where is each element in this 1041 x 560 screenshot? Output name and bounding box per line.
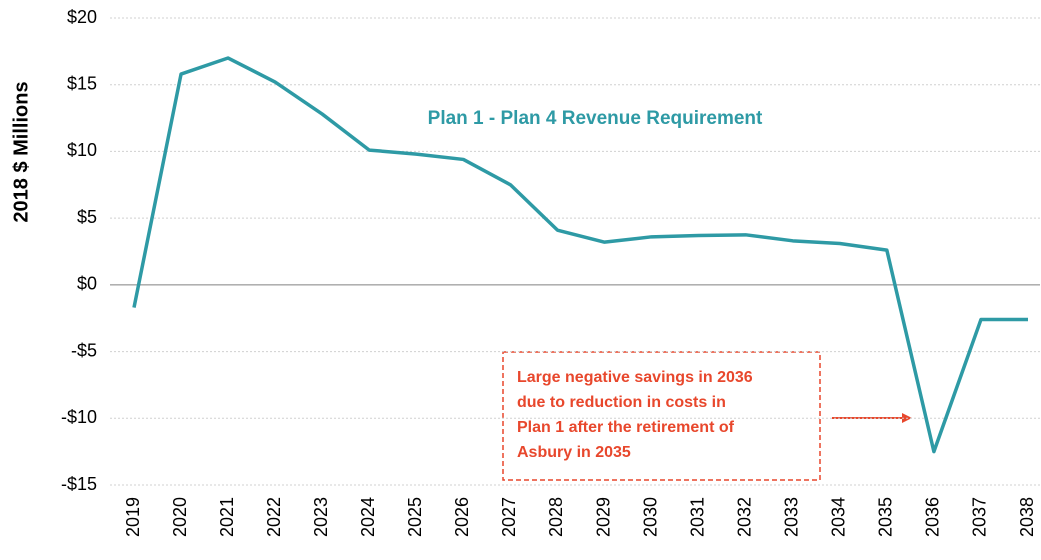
x-tick-label: 2037 (970, 497, 990, 537)
x-tick-label: 2031 (687, 497, 707, 537)
y-tick-label: $10 (67, 140, 97, 160)
y-tick-label: $5 (77, 207, 97, 227)
x-tick-label: 2038 (1017, 497, 1037, 537)
series-line (132, 56, 1028, 454)
x-tick-label: 2027 (499, 497, 519, 537)
x-tick-label: 2032 (734, 497, 754, 537)
annotation-text: Large negative savings in 2036 (517, 369, 753, 386)
y-axis-label: 2018 $ Millions (10, 81, 32, 222)
x-tick-label: 2033 (781, 497, 801, 537)
annotation-text: Plan 1 after the retirement of (517, 419, 735, 436)
x-tick-label: 2019 (123, 497, 143, 537)
x-tick-label: 2020 (170, 497, 190, 537)
annotation-box (502, 351, 821, 481)
x-tick-label: 2021 (217, 497, 237, 537)
y-tick-label: $15 (67, 73, 97, 93)
y-tick-label: $20 (67, 7, 97, 27)
x-tick-label: 2022 (264, 497, 284, 537)
y-tick-label: $0 (77, 274, 97, 294)
x-tick-label: 2034 (829, 497, 849, 537)
annotation-text: Asbury in 2035 (517, 444, 631, 461)
x-tick-label: 2036 (923, 497, 943, 537)
x-tick-label: 2023 (311, 497, 331, 537)
y-tick-label: -$5 (71, 340, 97, 360)
annotation-text: due to reduction in costs in (517, 394, 726, 411)
x-tick-label: 2025 (405, 497, 425, 537)
x-tick-label: 2029 (593, 497, 613, 537)
x-tick-label: 2028 (546, 497, 566, 537)
y-tick-label: -$15 (61, 474, 97, 494)
x-tick-label: 2024 (358, 497, 378, 537)
x-tick-label: 2026 (452, 497, 472, 537)
series-label: Plan 1 - Plan 4 Revenue Requirement (428, 108, 763, 129)
x-tick-label: 2035 (876, 497, 896, 537)
y-tick-label: -$10 (61, 407, 97, 427)
x-tick-label: 2030 (640, 497, 660, 537)
